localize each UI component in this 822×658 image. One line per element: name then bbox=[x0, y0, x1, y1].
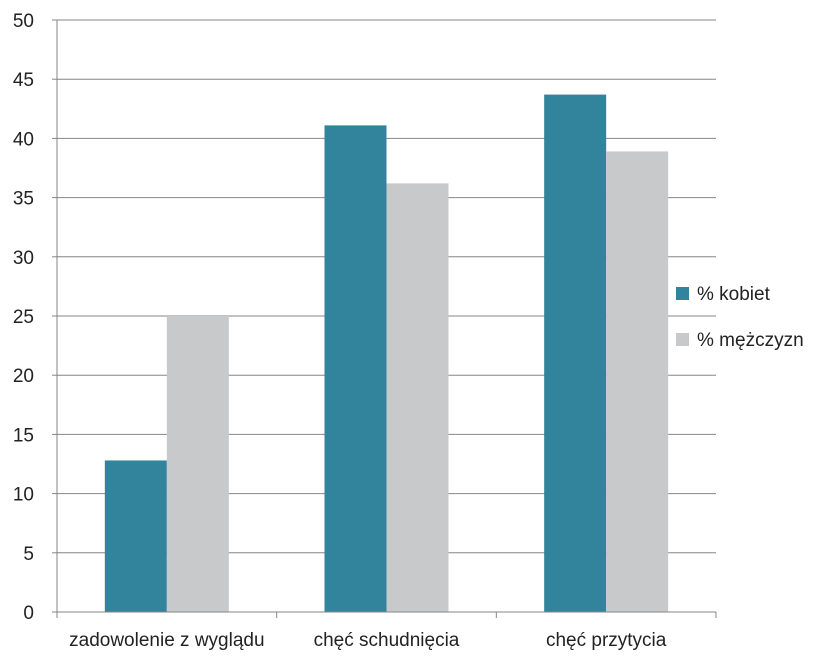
legend: % kobiet % mężczyzn bbox=[676, 284, 804, 351]
y-tick-label: 50 bbox=[13, 11, 34, 32]
bar-kobiet-1 bbox=[324, 125, 387, 612]
bars bbox=[104, 94, 669, 613]
category-label: zadowolenie z wyglądu bbox=[69, 630, 264, 651]
category-label: chęć schudnięcia bbox=[314, 630, 460, 651]
bar-kobiet-0 bbox=[104, 460, 167, 612]
legend-swatch-kobiet bbox=[676, 287, 689, 300]
y-tick-label: 10 bbox=[13, 485, 34, 506]
bar-mezczyzn-2 bbox=[606, 151, 669, 612]
y-tick-labels: 0 5 10 15 20 25 30 35 40 45 50 bbox=[13, 11, 34, 624]
y-tick-label: 40 bbox=[13, 129, 34, 150]
bar-mezczyzn-0 bbox=[166, 316, 229, 612]
legend-label-mezczyzn: % mężczyzn bbox=[697, 330, 804, 351]
bar-mezczyzn-1 bbox=[386, 183, 449, 612]
y-tick-label: 20 bbox=[13, 366, 34, 387]
bar-kobiet-2 bbox=[544, 94, 607, 613]
y-tick-label: 0 bbox=[23, 603, 34, 624]
y-tick-label: 45 bbox=[13, 70, 34, 91]
y-tick-label: 25 bbox=[13, 307, 34, 328]
y-tick-label: 30 bbox=[13, 248, 34, 269]
y-tick-label: 5 bbox=[23, 544, 34, 565]
category-label: chęć przytycia bbox=[546, 630, 667, 651]
axes bbox=[56, 20, 716, 613]
y-tick-label: 15 bbox=[13, 425, 34, 446]
category-labels: zadowolenie z wyglądu chęć schudnięcia chę… bbox=[69, 630, 667, 651]
y-tick-label: 35 bbox=[13, 189, 34, 210]
legend-label-kobiet: % kobiet bbox=[697, 284, 771, 305]
legend-swatch-mezczyzn bbox=[676, 333, 689, 346]
